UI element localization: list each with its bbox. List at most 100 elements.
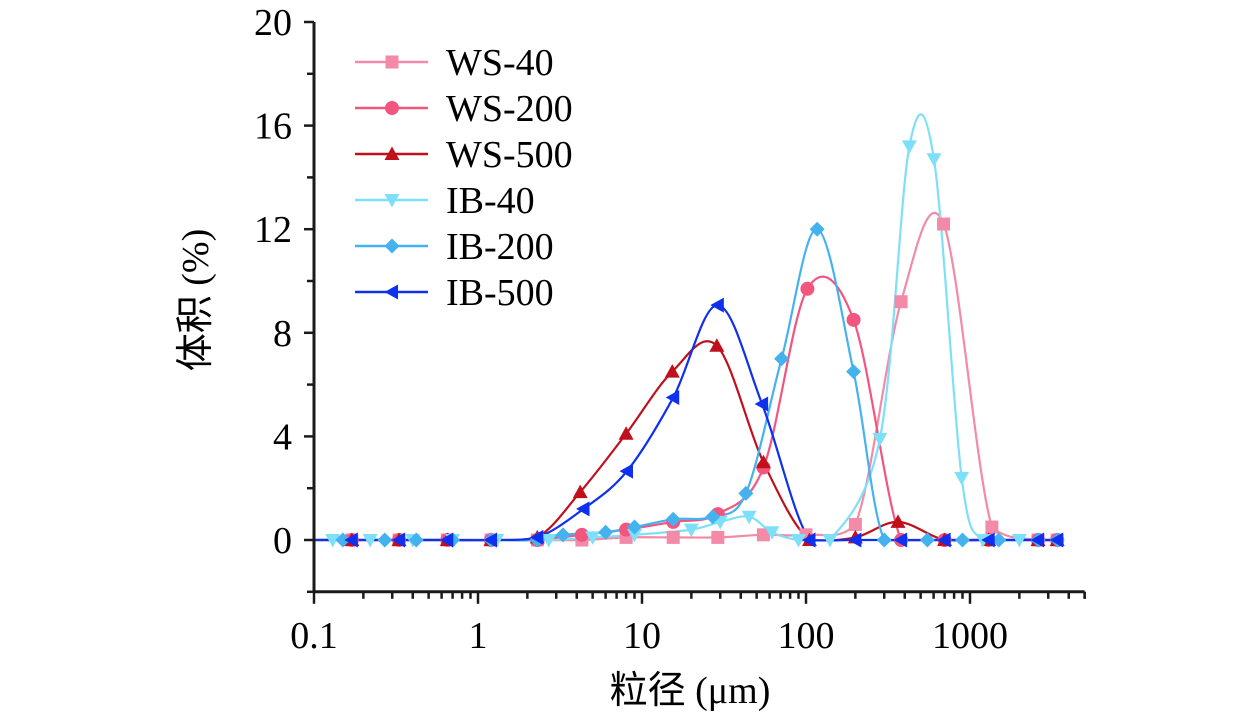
data-point-ib-200 bbox=[846, 364, 862, 380]
data-point-ib-200 bbox=[555, 527, 571, 543]
legend-marker-ib-500 bbox=[384, 284, 398, 300]
legend-label-ib-500: IB-500 bbox=[446, 272, 554, 314]
data-point-ib-200 bbox=[954, 532, 970, 548]
legend-label-ib-40: IB-40 bbox=[446, 180, 535, 222]
data-point-ws-200 bbox=[846, 312, 861, 327]
data-point-ib-500 bbox=[1030, 532, 1045, 548]
data-point-ib-40 bbox=[741, 510, 757, 525]
data-point-ib-200 bbox=[598, 524, 614, 540]
data-point-ws-40 bbox=[711, 530, 725, 544]
data-point-ws-40 bbox=[666, 530, 680, 544]
data-point-ib-40 bbox=[325, 534, 341, 548]
data-point-ib-40 bbox=[626, 528, 642, 543]
legend-label-ws-500: WS-500 bbox=[446, 134, 573, 176]
data-point-ws-500 bbox=[664, 364, 680, 378]
data-point-ib-500 bbox=[665, 390, 680, 406]
data-point-ib-500 bbox=[937, 532, 951, 548]
data-point-ib-40 bbox=[926, 153, 942, 167]
data-point-ib-500 bbox=[710, 297, 724, 313]
x-tick-label: 10 bbox=[623, 615, 661, 657]
data-point-ib-500 bbox=[391, 532, 406, 548]
y-tick-label: 16 bbox=[254, 106, 292, 148]
data-point-ib-200 bbox=[665, 511, 681, 527]
y-tick-labels: 0 4 8 12 16 20 bbox=[254, 2, 292, 562]
legend-label-ws-200: WS-200 bbox=[446, 88, 573, 130]
data-point-ws-40 bbox=[756, 528, 770, 542]
data-point-ws-200 bbox=[800, 281, 815, 296]
legend-marker-ib-200 bbox=[384, 238, 400, 254]
data-point-ib-500 bbox=[344, 532, 358, 548]
data-point-ib-40 bbox=[683, 523, 699, 538]
series-line-ib-40 bbox=[314, 113, 1020, 542]
series-lines bbox=[314, 113, 1058, 542]
x-tick-label: 100 bbox=[778, 615, 835, 657]
data-point-ws-200 bbox=[574, 527, 589, 542]
data-point-ib-500 bbox=[754, 396, 769, 412]
data-point-ib-40 bbox=[764, 526, 780, 540]
y-tick-label: 12 bbox=[254, 209, 292, 251]
data-point-ws-40 bbox=[894, 295, 908, 309]
x-axis-title: 粒径 (μm) bbox=[610, 670, 771, 712]
data-point-ib-200 bbox=[626, 519, 642, 535]
y-tick-label: 20 bbox=[254, 2, 292, 44]
data-point-ws-500 bbox=[572, 484, 588, 499]
data-point-ib-500 bbox=[893, 532, 908, 548]
data-point-ib-200 bbox=[991, 532, 1007, 548]
legend-label-ws-40: WS-40 bbox=[446, 42, 554, 84]
series-line-ws-200 bbox=[314, 275, 1058, 542]
data-point-ws-500 bbox=[709, 338, 725, 352]
data-point-ib-200 bbox=[809, 221, 825, 237]
data-point-ib-40 bbox=[872, 432, 888, 447]
x-tick-labels: 0.1 1 10 100 1000 bbox=[290, 615, 1008, 657]
data-point-ws-40 bbox=[937, 217, 951, 231]
data-point-ib-200 bbox=[705, 509, 721, 525]
series-line-ib-500 bbox=[314, 303, 1058, 542]
data-point-ib-500 bbox=[1049, 532, 1064, 548]
axes bbox=[304, 20, 1086, 604]
data-point-ib-200 bbox=[408, 532, 424, 548]
legend-marker-ws-500 bbox=[384, 146, 400, 160]
data-point-ib-40 bbox=[822, 534, 838, 548]
data-point-ib-500 bbox=[981, 532, 995, 548]
data-point-ib-500 bbox=[801, 532, 816, 548]
legend-label-ib-200: IB-200 bbox=[446, 226, 554, 268]
data-point-ib-40 bbox=[954, 471, 970, 486]
series-line-ws-40 bbox=[314, 211, 1058, 542]
data-point-ib-40 bbox=[541, 534, 557, 548]
data-point-ib-500 bbox=[483, 532, 497, 548]
data-point-ws-500 bbox=[755, 454, 771, 469]
legend-marker-ws-200 bbox=[385, 101, 399, 115]
legend-marker-ib-40 bbox=[384, 194, 400, 208]
data-point-ib-40 bbox=[790, 534, 806, 548]
data-point-ib-200 bbox=[335, 532, 351, 548]
y-axis-title: 体积 (%) bbox=[175, 229, 217, 371]
data-point-ib-40 bbox=[585, 531, 601, 545]
data-point-ib-500 bbox=[576, 501, 590, 517]
y-tick-label: 8 bbox=[273, 313, 292, 355]
x-tick-label: 1 bbox=[469, 615, 488, 657]
data-point-ib-40 bbox=[362, 534, 378, 548]
data-point-ib-200 bbox=[876, 532, 892, 548]
data-point-ib-200 bbox=[377, 532, 393, 548]
series-markers bbox=[325, 140, 1065, 548]
data-point-ib-500 bbox=[619, 463, 633, 479]
y-tick-label: 0 bbox=[273, 520, 292, 562]
data-point-ib-500 bbox=[439, 532, 454, 548]
x-tick-label: 0.1 bbox=[290, 615, 338, 657]
data-point-ib-500 bbox=[529, 529, 544, 545]
y-tick-label: 4 bbox=[273, 416, 292, 458]
data-point-ib-200 bbox=[774, 351, 790, 367]
data-point-ws-40 bbox=[985, 520, 999, 534]
data-point-ws-500 bbox=[890, 514, 906, 528]
data-point-ib-40 bbox=[1011, 534, 1027, 548]
x-tick-label: 1000 bbox=[932, 615, 1008, 657]
data-point-ib-200 bbox=[919, 532, 935, 548]
data-point-ws-40 bbox=[848, 517, 862, 531]
data-point-ib-500 bbox=[847, 532, 862, 548]
data-point-ws-500 bbox=[618, 426, 634, 440]
data-point-ib-200 bbox=[738, 485, 754, 501]
legend-marker-ws-40 bbox=[385, 55, 399, 69]
data-point-ib-40 bbox=[901, 140, 917, 154]
